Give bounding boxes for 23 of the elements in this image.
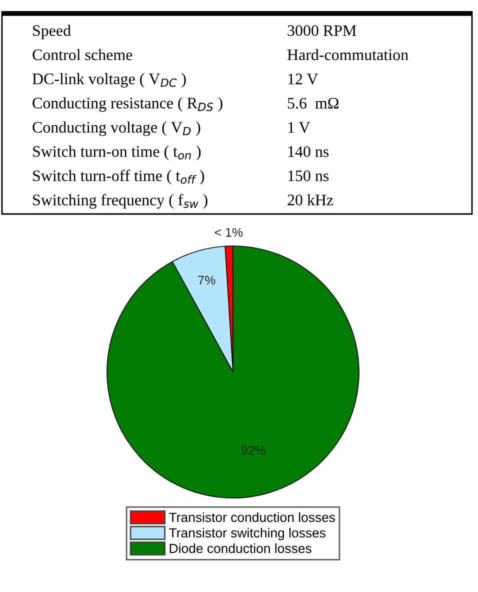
category-label: Speed (33, 24, 71, 40)
data-label: 92% (241, 446, 266, 455)
category-label: Switch turn-on time ( t$_{on}$ ) (33, 146, 201, 160)
category-label: Switch turn-off time ( t$_{off}$ ) (33, 170, 204, 184)
category-label: Conducting voltage ( V$_{D}$ ) (32, 121, 200, 136)
text: 3000 RPM (288, 25, 356, 36)
text: 12 V (288, 74, 318, 84)
category-label: Control scheme (32, 48, 132, 60)
category-label: Switching frequency ( f$_{sw}$ ) (33, 194, 208, 209)
text: 20 kHz (288, 194, 334, 206)
category-label: Conducting resistance ( R$_{DS}$ ) (32, 97, 222, 112)
text: 140 ns (288, 146, 329, 157)
legend-label: Transistor conduction losses (169, 512, 336, 522)
data-label: < 1% (214, 228, 243, 237)
text: 1 V (288, 122, 310, 133)
pie-slice (106, 246, 360, 498)
text: 150 ns (288, 170, 329, 182)
text: Hard-commutation (287, 48, 408, 60)
legend-label: Diode conduction losses (170, 543, 312, 554)
category-label: DC-link voltage ( V$_{DC}$ ) (32, 73, 186, 88)
text: 5.6 mΩ (288, 98, 338, 109)
legend-label: Transistor switching losses (169, 528, 326, 540)
data-label: 7% (198, 276, 216, 285)
